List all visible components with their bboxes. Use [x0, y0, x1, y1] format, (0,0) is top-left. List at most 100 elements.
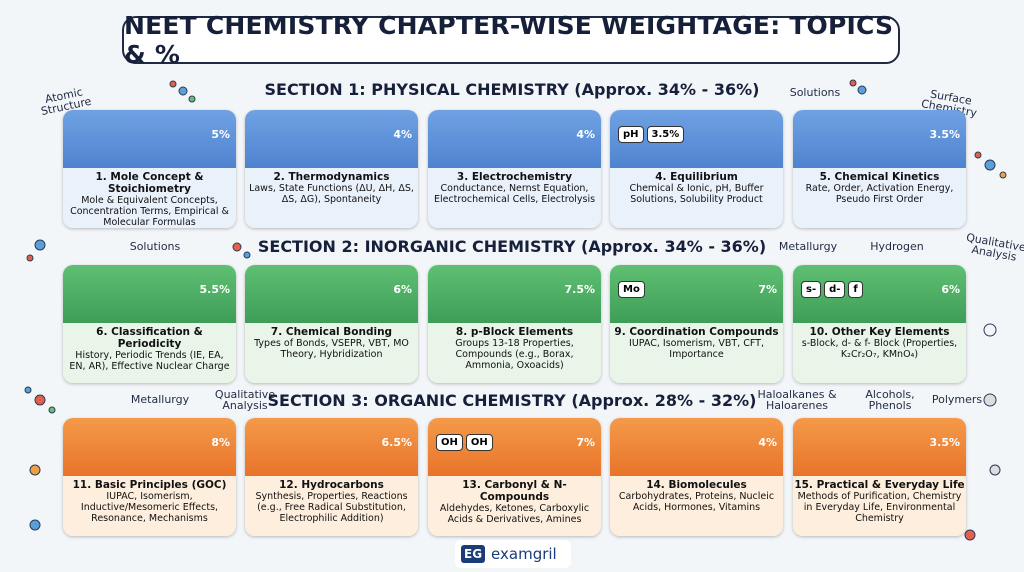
card-description: IUPAC, Isomerism, VBT, CFT, Importance	[629, 338, 764, 360]
card-illustration: 4%	[428, 110, 601, 168]
card-text: 4. Equilibrium Chemical & Ionic, pH, Buff…	[610, 168, 783, 228]
card-text: 10. Other Key Elements s-Block, d- & f- B…	[793, 323, 966, 383]
card-illustration: 6.5%	[245, 418, 418, 476]
card-title: 14. Biomolecules	[646, 479, 747, 491]
weightage-percent: 6%	[393, 283, 412, 296]
side-label: Solutions	[129, 240, 181, 253]
weightage-percent: 5%	[211, 128, 230, 141]
card-description: Chemical & Ionic, pH, Buffer Solutions, …	[629, 183, 764, 205]
card-illustration: pH 3.5%	[610, 110, 783, 168]
topic-card: 5% 1. Mole Concept & Stoichiometry Mole & …	[63, 110, 236, 228]
side-label: Alcohols, Phenols	[865, 388, 915, 412]
section-heading: SECTION 2: INORGANIC CHEMISTRY (Approx. …	[257, 237, 767, 256]
icon-label: 3.5%	[646, 126, 685, 143]
card-illustration: 6%	[245, 265, 418, 323]
card-title: 15. Practical & Everyday Life	[794, 479, 965, 491]
brand: examgril	[491, 545, 557, 563]
card-description: Aldehydes, Ketones, Carboxylic Acids & D…	[439, 503, 590, 525]
footer: EG examgril	[455, 540, 571, 568]
side-label: Haloalkanes & Haloarenes	[757, 388, 837, 412]
card-title: 6. Classification & Periodicity	[96, 326, 203, 350]
card-title: 4. Equilibrium	[655, 171, 738, 183]
card-description: History, Periodic Trends (IE, EA, EN, AR…	[69, 350, 230, 372]
card-description: Conductance, Nernst Equation, Electroche…	[433, 183, 596, 205]
card-title: 12. Hydrocarbons	[279, 479, 384, 491]
icon-group: Mo	[618, 273, 648, 298]
weightage-percent: 4%	[393, 128, 412, 141]
card-text: 11. Basic Principles (GOC) IUPAC, Isomeri…	[63, 476, 236, 536]
card-description: Rate, Order, Activation Energy, Pseudo F…	[805, 183, 954, 205]
card-text: 7. Chemical Bonding Types of Bonds, VSEPR…	[245, 323, 418, 383]
logo: EG	[461, 545, 486, 563]
weightage-percent: 7%	[576, 436, 595, 449]
topic-card: 4% 2. Thermodynamics Laws, State Functions…	[245, 110, 418, 228]
icon-label: pH	[618, 126, 644, 143]
icon-label: d-	[824, 281, 846, 298]
icon-group: s-d-f	[801, 273, 866, 298]
card-text: 2. Thermodynamics Laws, State Functions (…	[245, 168, 418, 228]
weightage-percent: 7%	[758, 283, 777, 296]
side-label: Polymers	[931, 393, 983, 406]
card-illustration: 3.5%	[793, 110, 966, 168]
icon-label: OH	[436, 434, 463, 451]
topic-card: 3.5% 15. Practical & Everyday Life Methods…	[793, 418, 966, 536]
section-heading: SECTION 3: ORGANIC CHEMISTRY (Approx. 28…	[267, 391, 757, 410]
weightage-percent: 3.5%	[929, 436, 960, 449]
topic-card: 5.5% 6. Classification & Periodicity Histo…	[63, 265, 236, 383]
topic-card: 3.5% 5. Chemical Kinetics Rate, Order, Act…	[793, 110, 966, 228]
topic-card: pH 3.5% 4. Equilibrium Chemical & Ionic, pH…	[610, 110, 783, 228]
card-description: IUPAC, Isomerism, Inductive/Mesomeric Ef…	[80, 491, 219, 524]
card-description: Groups 13-18 Properties, Compounds (e.g.…	[455, 338, 574, 371]
icon-group: OH OH	[436, 426, 496, 451]
topic-card: 4% 14. Biomolecules Carbohydrates, Protein…	[610, 418, 783, 536]
card-description: Methods of Purification, Chemistry in Ev…	[797, 491, 962, 524]
card-illustration: 4%	[245, 110, 418, 168]
card-description: Carbohydrates, Proteins, Nucleic Acids, …	[618, 491, 775, 513]
card-title: 8. p-Block Elements	[455, 326, 574, 338]
card-description: Mole & Equivalent Concepts, Concentratio…	[70, 195, 229, 228]
card-illustration: 8%	[63, 418, 236, 476]
card-title: 3. Electrochemistry	[456, 171, 573, 183]
card-description: s-Block, d- & f- Block (Properties, K₂Cr…	[801, 338, 958, 360]
section-heading: SECTION 1: PHYSICAL CHEMISTRY (Approx. 3…	[264, 80, 760, 99]
title: NEET CHEMISTRY CHAPTER-WISE WEIGHTAGE: T…	[122, 11, 900, 69]
card-illustration: 3.5%	[793, 418, 966, 476]
card-text: 1. Mole Concept & Stoichiometry Mole & Eq…	[63, 168, 236, 228]
card-text: 8. p-Block Elements Groups 13-18 Properti…	[428, 323, 601, 383]
icon-label: Mo	[618, 281, 645, 298]
card-title: 1. Mole Concept & Stoichiometry	[95, 171, 204, 195]
card-illustration: 7.5%	[428, 265, 601, 323]
topic-card: 8% 11. Basic Principles (GOC) IUPAC, Isome…	[63, 418, 236, 536]
card-text: 13. Carbonyl & N-Compounds Aldehydes, Ket…	[428, 476, 601, 536]
card-text: 6. Classification & Periodicity History, …	[63, 323, 236, 383]
card-text: 9. Coordination Compounds IUPAC, Isomeris…	[610, 323, 783, 383]
card-text: 5. Chemical Kinetics Rate, Order, Activat…	[793, 168, 966, 228]
side-label: Qualitative Analysis	[214, 388, 276, 412]
weightage-percent: 5.5%	[199, 283, 230, 296]
weightage-percent: 8%	[211, 436, 230, 449]
icon-group: pH 3.5%	[618, 118, 687, 143]
card-description: Types of Bonds, VSEPR, VBT, MO Theory, H…	[254, 338, 409, 360]
card-text: 3. Electrochemistry Conductance, Nernst E…	[428, 168, 601, 228]
card-illustration: 5.5%	[63, 265, 236, 323]
card-title: 7. Chemical Bonding	[270, 326, 393, 338]
card-title: 2. Thermodynamics	[273, 171, 390, 183]
side-label: Metallurgy	[130, 393, 190, 406]
card-illustration: Mo 7%	[610, 265, 783, 323]
card-title: 11. Basic Principles (GOC)	[72, 479, 227, 491]
weightage-percent: 4%	[758, 436, 777, 449]
card-title: 5. Chemical Kinetics	[819, 171, 940, 183]
card-illustration: 4%	[610, 418, 783, 476]
topic-card: 6.5% 12. Hydrocarbons Synthesis, Propertie…	[245, 418, 418, 536]
icon-label: f	[848, 281, 863, 298]
topic-card: Mo 7% 9. Coordination Compounds IUPAC, Isom…	[610, 265, 783, 383]
card-illustration: s-d-f 6%	[793, 265, 966, 323]
topic-card: 4% 3. Electrochemistry Conductance, Nernst…	[428, 110, 601, 228]
weightage-percent: 6.5%	[381, 436, 412, 449]
card-title: 10. Other Key Elements	[809, 326, 950, 338]
card-illustration: 5%	[63, 110, 236, 168]
card-description: Laws, State Functions (ΔU, ΔH, ΔS, ΔS, Δ…	[249, 183, 414, 205]
topic-card: OH OH 7% 13. Carbonyl & N-Compounds Aldehyde…	[428, 418, 601, 536]
